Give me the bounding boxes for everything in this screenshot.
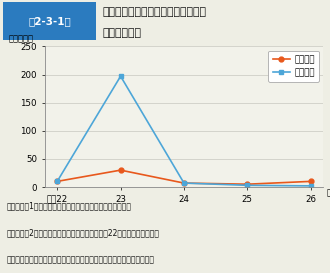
FancyBboxPatch shape: [3, 2, 96, 40]
消防団員: [118, 75, 122, 78]
Text: 及び福島県のデータは除いた数値により集計している。: 及び福島県のデータは除いた数値により集計している。: [7, 255, 154, 264]
Text: 2　東日本大震災の影響により、平成22年の岩手県、宮城県: 2 東日本大震災の影響により、平成22年の岩手県、宮城県: [7, 228, 160, 237]
Line: 消防団員: 消防団員: [55, 74, 313, 188]
消防団員: [309, 184, 313, 188]
Text: 消防職員及び消防団員の公務による: 消防職員及び消防団員の公務による: [102, 7, 206, 17]
消防団員: [55, 180, 59, 183]
Line: 消防職員: 消防職員: [55, 168, 313, 187]
消防職員: [309, 180, 313, 183]
Text: 死者数の推移: 死者数の推移: [102, 28, 141, 38]
消防団員: [246, 184, 249, 187]
Text: 第2-3-1図: 第2-3-1図: [28, 16, 71, 26]
Legend: 消防職員, 消防団員: 消防職員, 消防団員: [269, 51, 319, 82]
Text: （備考）　1　「消防防災・震災対策現況調査」により作成: （備考） 1 「消防防災・震災対策現況調査」により作成: [7, 201, 132, 210]
消防職員: [182, 182, 186, 185]
消防職員: [55, 180, 59, 183]
消防職員: [246, 183, 249, 186]
消防職員: [118, 168, 122, 172]
Text: （死者数）: （死者数）: [8, 35, 33, 44]
Text: （年）: （年）: [326, 188, 330, 197]
消防団員: [182, 182, 186, 185]
